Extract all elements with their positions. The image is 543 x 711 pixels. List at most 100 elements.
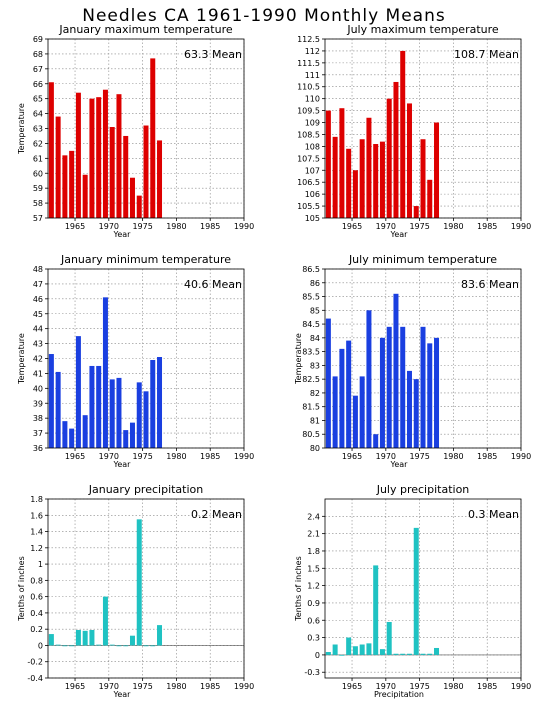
- y-tick-label: 48: [33, 265, 43, 274]
- bar: [325, 652, 331, 655]
- y-tick-label: 58: [33, 199, 43, 208]
- y-axis-label: Temperature: [294, 333, 303, 385]
- y-tick-label: 105.5: [297, 202, 320, 211]
- y-tick-label: 62: [33, 139, 43, 148]
- bar: [400, 326, 406, 448]
- bar: [89, 365, 95, 448]
- y-tick-label: 0: [315, 651, 320, 660]
- y-tick-label: 46: [33, 295, 43, 304]
- bar: [386, 98, 392, 218]
- chart-panel: -0.4 -0.2 0 0.2 0.4 0.6 0.8 1 1.2 1.4 1.6 1.8 1965 19…: [17, 483, 254, 699]
- bar: [339, 348, 345, 448]
- bar: [325, 110, 331, 218]
- figure-title: Needles CA 1961-1990 Monthly Means: [82, 6, 445, 26]
- bar: [346, 637, 352, 655]
- bar: [96, 97, 102, 218]
- bar: [379, 337, 385, 448]
- y-tick-label: 86.5: [302, 265, 320, 274]
- y-tick-label: 66: [33, 80, 43, 89]
- y-tick-label: 2.1: [307, 530, 320, 539]
- plot-frame: [324, 38, 522, 219]
- bar: [157, 625, 163, 646]
- x-tick-label: 1965: [342, 682, 362, 691]
- bar: [386, 326, 392, 448]
- plot-frame: [324, 268, 522, 449]
- chart-panel: 80 80.5 81 81.5 82 82.5 83 83.5 84 84.5 85 85.5 86 86…: [294, 253, 531, 469]
- bar: [157, 357, 163, 448]
- bar: [386, 621, 392, 655]
- y-tick-label: 1.2: [307, 582, 320, 591]
- y-tick-label: 59: [33, 184, 43, 193]
- y-tick-label: 43: [33, 340, 43, 349]
- panel-title: July maximum temperature: [346, 23, 499, 36]
- y-tick-label: 42: [33, 355, 43, 364]
- bar: [69, 428, 75, 448]
- bar: [82, 174, 88, 218]
- y-tick-label: 82: [310, 389, 320, 398]
- bar: [62, 645, 68, 647]
- bar: [366, 643, 372, 655]
- bar: [116, 94, 122, 218]
- y-axis-label: Tenths of inches: [294, 556, 303, 622]
- x-tick-label: 1985: [200, 222, 220, 231]
- bar: [359, 139, 365, 218]
- y-tick-label: 37: [33, 429, 43, 438]
- x-tick-label: 1970: [99, 452, 119, 461]
- bar: [82, 415, 88, 448]
- bar: [136, 382, 142, 448]
- bar: [325, 318, 331, 448]
- bar: [75, 629, 81, 646]
- bar: [420, 139, 426, 218]
- bar: [434, 122, 440, 218]
- bar: [413, 206, 419, 218]
- bar: [69, 645, 75, 647]
- panel-title: July minimum temperature: [348, 253, 497, 266]
- bar: [109, 127, 115, 218]
- y-tick-label: 83.5: [302, 348, 320, 357]
- y-tick-label: 1.5: [307, 564, 320, 573]
- x-tick-label: 1965: [65, 682, 85, 691]
- bar: [352, 395, 358, 448]
- bar: [400, 50, 406, 218]
- plot-frame: [47, 498, 245, 679]
- bar: [62, 155, 68, 218]
- bar: [136, 519, 142, 646]
- y-tick-label: 110.5: [297, 83, 320, 92]
- bar: [366, 310, 372, 448]
- chart-panel: -0.3 0 0.3 0.6 0.9 1.2 1.5 1.8 2.1 2.4 1965 1970 197…: [294, 483, 531, 699]
- bar: [400, 653, 406, 655]
- y-tick-label: 111: [305, 71, 320, 80]
- y-tick-label: 64: [33, 110, 43, 119]
- bar: [129, 177, 135, 218]
- mean-label: 0.2 Mean: [191, 508, 242, 521]
- y-axis-label: Temperature: [17, 103, 26, 155]
- panel-title: January maximum temperature: [58, 23, 232, 36]
- bar: [359, 376, 365, 448]
- x-tick-label: 1970: [376, 452, 396, 461]
- y-tick-label: 39: [33, 399, 43, 408]
- bar: [48, 634, 54, 646]
- x-axis-label: Year: [390, 230, 409, 239]
- bar: [150, 58, 156, 219]
- y-tick-label: 1.6: [30, 511, 43, 520]
- bar: [379, 649, 385, 655]
- y-tick-label: 81: [310, 416, 320, 425]
- y-tick-label: 47: [33, 280, 43, 289]
- y-tick-label: 0.9: [307, 599, 320, 608]
- x-tick-label: 1985: [477, 682, 497, 691]
- mean-label: 40.6 Mean: [184, 278, 242, 291]
- y-tick-label: 65: [33, 95, 43, 104]
- y-tick-label: 80.5: [302, 430, 320, 439]
- y-tick-label: 84.5: [302, 320, 320, 329]
- bar: [143, 391, 149, 448]
- bar: [406, 370, 412, 448]
- bar: [116, 377, 122, 448]
- x-tick-label: 1990: [234, 452, 254, 461]
- bar: [109, 379, 115, 448]
- panel-title: July precipitation: [376, 483, 470, 496]
- y-tick-label: 63: [33, 125, 43, 134]
- bar: [150, 645, 156, 647]
- y-tick-label: 107.5: [297, 154, 320, 163]
- y-tick-label: 2.4: [307, 512, 320, 521]
- y-tick-label: 106: [305, 190, 320, 199]
